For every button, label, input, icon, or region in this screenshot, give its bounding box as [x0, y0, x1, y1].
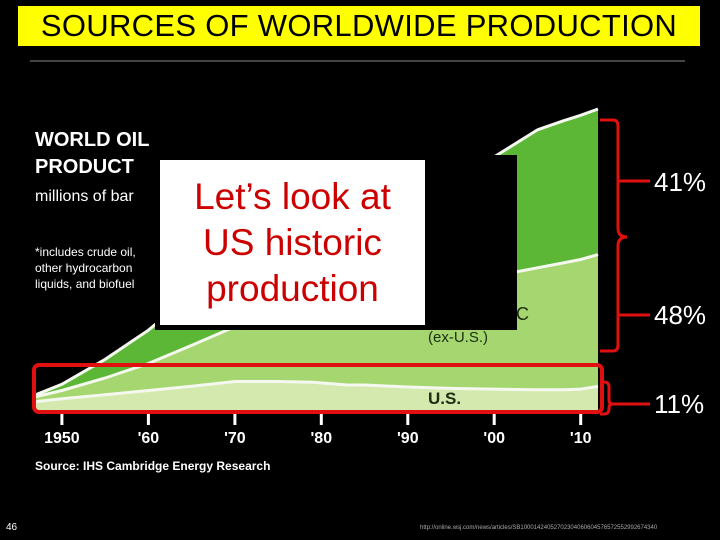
series-label-ex-us: (ex-U.S.)	[428, 329, 488, 346]
x-tick-label: '00	[483, 430, 505, 447]
chart-title-line-1: WORLD OIL	[35, 129, 149, 151]
us-highlight-box	[32, 363, 604, 414]
x-tick-label: '60	[138, 430, 160, 447]
slide-title: SOURCES OF WORLDWIDE PRODUCTION	[40, 8, 678, 43]
percent-label-middle: 48%	[654, 300, 707, 330]
overlay-line-3: production	[206, 267, 379, 309]
overlay-callout: Let’s look at US historic production	[160, 160, 425, 325]
slide-number: 46	[6, 522, 18, 533]
title-banner: SOURCES OF WORLDWIDE PRODUCTION	[18, 6, 700, 46]
chart-footnote-line-1: *includes crude oil,	[35, 245, 136, 259]
x-tick-label: '80	[310, 430, 332, 447]
left-brace	[600, 118, 628, 353]
x-tick-label: '70	[224, 430, 246, 447]
chart-source: Source: IHS Cambridge Energy Research	[35, 459, 270, 473]
overlay-line-1: Let’s look at	[194, 175, 391, 217]
x-tick-label: '10	[570, 430, 592, 447]
x-tick-labels: 1950 '60 '70 '80 '90 '00 '10	[44, 430, 591, 447]
chart-title-line-2: PRODUCT	[35, 156, 134, 178]
x-tick	[146, 413, 150, 425]
x-tick-label: '90	[397, 430, 419, 447]
chart-footnote-line-3: liquids, and biofuel	[35, 277, 134, 291]
x-tick	[60, 413, 64, 425]
series-label-opec: C	[516, 304, 529, 324]
area-us-top-line	[35, 380, 599, 404]
x-tick-label: 1950	[44, 430, 80, 447]
x-ticks	[60, 413, 583, 425]
overlay-line-2: US historic	[203, 221, 382, 263]
series-label-us: U.S.	[428, 389, 461, 408]
title-underline	[30, 60, 685, 62]
x-tick	[319, 413, 323, 425]
x-tick	[233, 413, 237, 425]
x-tick	[406, 413, 410, 425]
percent-label-top: 41%	[654, 167, 707, 197]
chart-footnote-line-2: other hydrocarbon	[35, 261, 132, 275]
source-url: http://online.wsj.com/news/articles/SB10…	[420, 525, 658, 531]
x-tick	[492, 413, 496, 425]
percent-label-bottom: 11%	[654, 389, 705, 419]
chart-subtitle: millions of bar	[35, 188, 134, 205]
x-tick	[579, 413, 583, 425]
